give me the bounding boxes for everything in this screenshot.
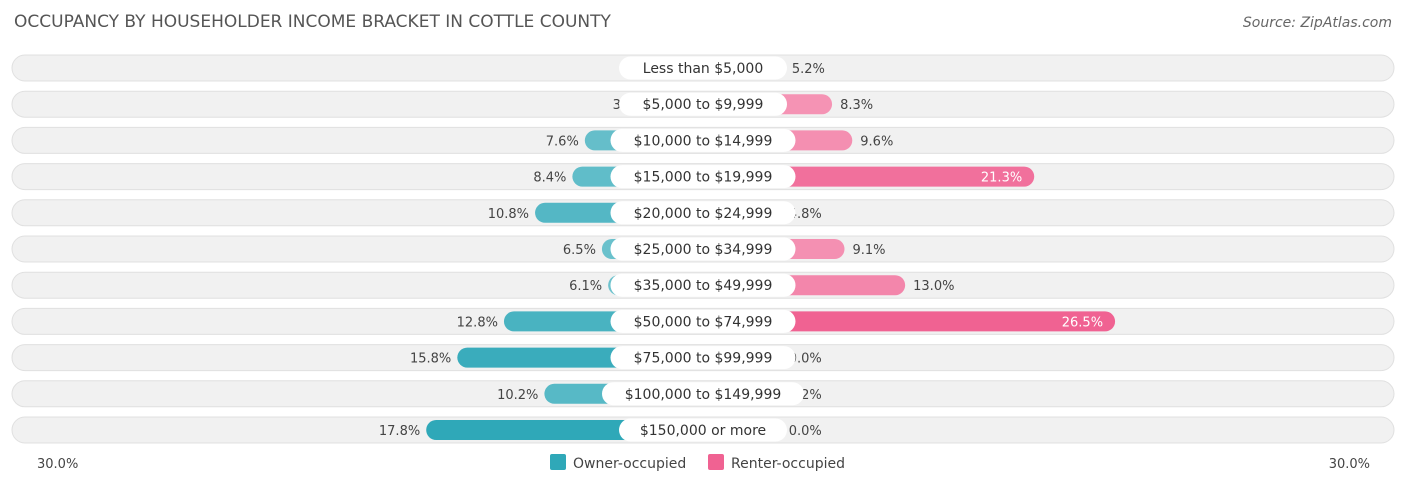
owner-value-label: 10.2% — [497, 388, 538, 403]
category-label: $25,000 to $34,999 — [634, 242, 773, 258]
chart-row: 6.5% 9.1% $25,000 to $34,999 — [11, 235, 1395, 263]
category-pill — [610, 237, 796, 261]
owner-value-label: 10.8% — [488, 207, 529, 222]
axis-right-label: 30.0% — [1329, 457, 1370, 472]
owner-value-label: 7.6% — [546, 134, 579, 149]
category-pill — [610, 346, 796, 370]
owner-value-label: 12.8% — [457, 315, 498, 330]
category-pill — [619, 56, 787, 80]
chart-row: 0.87%5.2%Less than $5,000 — [11, 54, 1395, 82]
renter-value-label: 9.1% — [853, 243, 886, 258]
chart-row: 15.8% 0.0% $75,000 to $99,999 — [11, 344, 1395, 372]
owner-value-label: 6.5% — [563, 243, 596, 258]
category-label: $10,000 to $14,999 — [634, 133, 773, 149]
renter-value-label: 0.0% — [789, 352, 822, 367]
chart-title: OCCUPANCY BY HOUSEHOLDER INCOME BRACKET … — [14, 12, 612, 32]
category-label: $35,000 to $49,999 — [634, 278, 773, 294]
category-pill — [602, 382, 804, 406]
category-label: Less than $5,000 — [643, 61, 763, 77]
category-label: $5,000 to $9,999 — [643, 97, 764, 113]
category-label: $100,000 to $149,999 — [625, 387, 782, 403]
owner-value-label: 17.8% — [379, 424, 420, 439]
category-label: $150,000 or more — [640, 423, 766, 439]
category-label: $20,000 to $24,999 — [634, 206, 773, 222]
renter-value-label: 9.6% — [860, 134, 893, 149]
category-pill — [619, 92, 787, 116]
chart-row: 17.8% 0.0% $150,000 or more — [11, 416, 1395, 444]
renter-value-label: 8.3% — [840, 98, 873, 113]
legend-swatch — [550, 454, 566, 470]
renter-value-label: 26.5% — [1062, 315, 1103, 330]
renter-value-label: 5.2% — [792, 62, 825, 77]
chart-row: 10.8% 4.8% $20,000 to $24,999 — [11, 199, 1395, 227]
category-pill — [610, 273, 796, 297]
category-label: $75,000 to $99,999 — [634, 351, 773, 367]
category-label: $50,000 to $74,999 — [634, 314, 773, 330]
legend-item-renter: Renter-occupied — [708, 454, 845, 472]
chart-row: 8.4% 21.3% $15,000 to $19,999 — [11, 163, 1395, 191]
renter-value-label: 13.0% — [913, 279, 954, 294]
renter-bar — [693, 311, 1116, 332]
legend: Owner-occupied Renter-occupied — [550, 454, 845, 472]
category-pill — [610, 201, 796, 225]
legend-swatch — [708, 454, 724, 470]
renter-value-label: 0.0% — [789, 424, 822, 439]
legend-label: Owner-occupied — [573, 456, 686, 472]
chart-source: Source: ZipAtlas.com — [1243, 15, 1392, 31]
category-pill — [610, 165, 796, 189]
chart-row: 10.2% 2.2%$100,000 to $149,999 — [11, 380, 1395, 408]
axis-left-label: 30.0% — [37, 457, 78, 472]
chart-row: 7.6% 9.6% $10,000 to $14,999 — [11, 126, 1395, 154]
legend-label: Renter-occupied — [731, 456, 845, 472]
category-pill — [619, 418, 787, 442]
chart-row: 12.8% 26.5% $50,000 to $74,999 — [11, 307, 1395, 335]
category-label: $15,000 to $19,999 — [634, 170, 773, 186]
owner-value-label: 15.8% — [410, 352, 451, 367]
legend-item-owner: Owner-occupied — [550, 454, 686, 472]
renter-value-label: 4.8% — [789, 207, 822, 222]
category-pill — [610, 128, 796, 152]
category-pill — [610, 309, 796, 333]
chart-rows: 0.87%5.2%Less than $5,0003.3%8.3%$5,000 … — [11, 54, 1395, 444]
renter-value-label: 21.3% — [981, 171, 1022, 186]
chart-row: 6.1% 13.0% $35,000 to $49,999 — [11, 271, 1395, 299]
owner-value-label: 6.1% — [569, 279, 602, 294]
owner-value-label: 8.4% — [533, 171, 566, 186]
chart-row: 3.3%8.3%$5,000 to $9,999 — [11, 90, 1395, 118]
